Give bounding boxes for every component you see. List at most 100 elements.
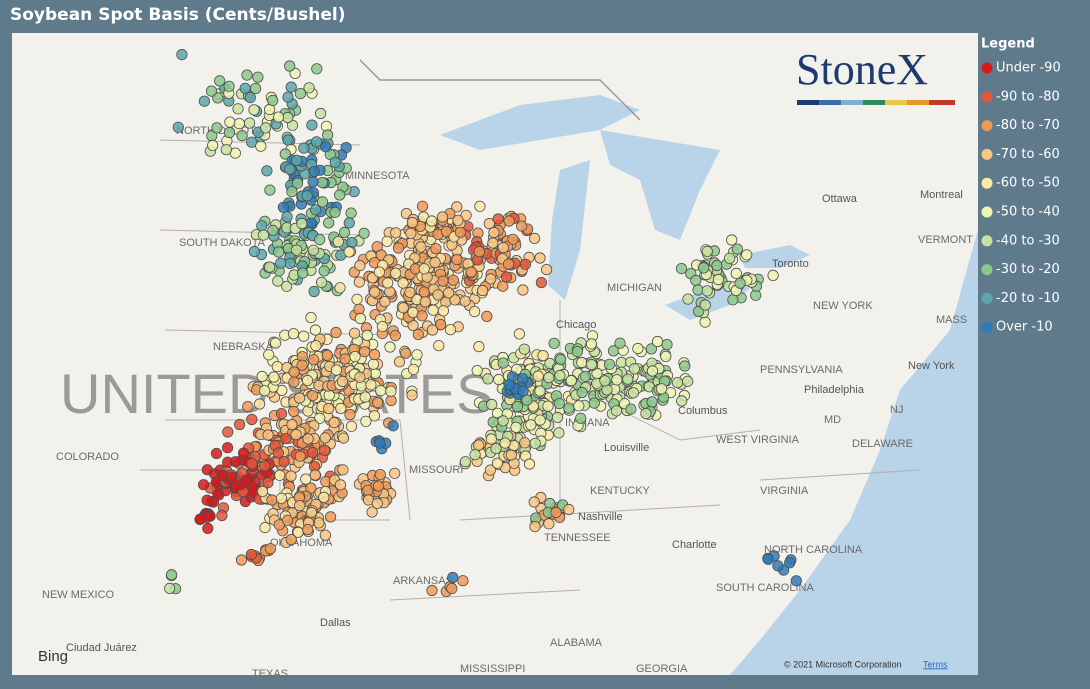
- point: [622, 373, 634, 385]
- point: [741, 249, 753, 261]
- legend-label[interactable]: -30 to -20: [996, 262, 1060, 277]
- point: [246, 458, 258, 470]
- point: [354, 259, 366, 272]
- point: [329, 206, 341, 218]
- legend-label[interactable]: -20 to -10: [996, 291, 1060, 306]
- point: [727, 294, 739, 306]
- place-label: WEST VIRGINIA: [716, 434, 800, 446]
- point: [375, 385, 387, 397]
- legend-label[interactable]: -70 to -60: [996, 147, 1060, 162]
- point: [588, 397, 600, 409]
- point: [416, 200, 429, 212]
- legend-label[interactable]: -50 to -40: [996, 205, 1060, 220]
- point: [353, 276, 365, 288]
- point: [550, 506, 562, 519]
- point: [432, 289, 444, 301]
- point: [699, 299, 711, 311]
- point: [563, 503, 575, 516]
- terms-link[interactable]: Terms: [923, 659, 948, 669]
- point: [528, 232, 541, 244]
- point: [790, 575, 802, 587]
- point: [373, 266, 385, 278]
- point: [320, 141, 332, 153]
- point: [264, 543, 277, 555]
- point: [449, 294, 461, 306]
- point: [259, 460, 271, 472]
- point: [226, 471, 238, 483]
- legend-label[interactable]: -60 to -50: [996, 176, 1060, 191]
- point: [468, 305, 481, 318]
- point: [534, 385, 546, 397]
- point: [701, 245, 713, 257]
- point: [393, 356, 406, 368]
- legend-swatch: [981, 321, 993, 333]
- point: [406, 389, 418, 401]
- point: [442, 287, 455, 299]
- point: [305, 506, 318, 519]
- point: [284, 257, 296, 269]
- point: [269, 337, 282, 349]
- legend-label[interactable]: -40 to -30: [996, 233, 1060, 248]
- point: [252, 71, 264, 83]
- point: [232, 103, 244, 115]
- point: [360, 415, 372, 427]
- point: [223, 80, 235, 92]
- point: [459, 295, 471, 307]
- point: [358, 346, 371, 358]
- point: [734, 277, 746, 289]
- point: [275, 257, 287, 269]
- point: [601, 384, 613, 396]
- place-label: MASS: [936, 314, 967, 326]
- point: [314, 107, 327, 120]
- point: [284, 60, 296, 72]
- point: [437, 275, 449, 287]
- point: [488, 226, 500, 239]
- legend-label[interactable]: Under -90: [996, 61, 1061, 76]
- point: [267, 94, 279, 107]
- point: [345, 420, 358, 432]
- place-label: NEW YORK: [813, 300, 873, 312]
- legend-label[interactable]: -80 to -70: [996, 118, 1060, 133]
- place-label: MISSISSIPPI: [460, 663, 525, 675]
- point: [437, 305, 449, 317]
- logo: StoneX: [796, 45, 928, 94]
- legend-label[interactable]: -90 to -80: [996, 89, 1060, 104]
- point: [497, 415, 509, 427]
- city-label: Nashville: [578, 511, 623, 523]
- point: [323, 217, 335, 229]
- point: [519, 437, 531, 449]
- point: [459, 456, 471, 468]
- point: [300, 473, 312, 485]
- point: [497, 242, 509, 254]
- point: [335, 402, 347, 414]
- legend-swatch: [981, 206, 993, 218]
- point: [201, 494, 213, 506]
- point: [198, 95, 210, 107]
- point: [176, 48, 188, 61]
- point: [308, 165, 320, 177]
- point: [682, 375, 694, 387]
- point: [318, 265, 330, 277]
- point: [222, 442, 234, 454]
- point: [646, 365, 659, 377]
- city-label: Dallas: [320, 617, 351, 629]
- point: [400, 347, 412, 359]
- point: [202, 522, 214, 535]
- point: [286, 186, 298, 198]
- point: [525, 419, 537, 431]
- point: [576, 386, 588, 399]
- point: [723, 252, 736, 264]
- point: [301, 190, 313, 202]
- point: [211, 122, 223, 134]
- point: [486, 398, 498, 411]
- point: [244, 117, 256, 129]
- lake: [440, 95, 640, 150]
- point: [427, 304, 439, 316]
- point: [274, 469, 286, 481]
- point: [484, 464, 496, 476]
- legend-label[interactable]: Over -10: [996, 320, 1053, 335]
- point: [287, 328, 300, 340]
- place-label: NEBRASKA: [213, 341, 274, 353]
- point: [712, 273, 725, 286]
- point: [260, 122, 272, 134]
